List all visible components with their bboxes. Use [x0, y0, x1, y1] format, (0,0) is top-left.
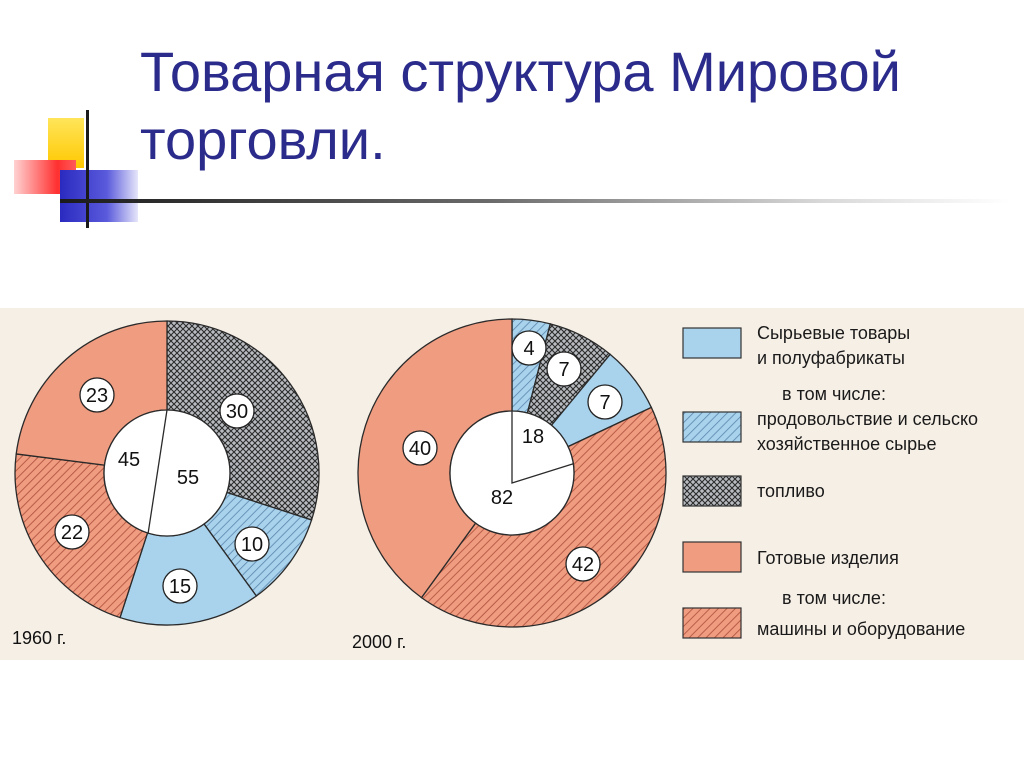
legend-fuel: топливо [757, 481, 825, 501]
inner-label-manufactured: 82 [491, 487, 513, 509]
donut-2000: 4 7 7 42 40 18 82 [357, 318, 667, 628]
year-label-1960: 1960 г. [12, 628, 66, 648]
legend-food-line2: хозяйственное сырье [757, 434, 937, 454]
deco-vertical-line [86, 110, 89, 228]
trade-structure-figure: 30 10 15 22 23 45 55 4 7 7 42 40 18 82 1960 г. 2000 … [12, 318, 978, 652]
donut-center [103, 409, 231, 537]
value-label-manufactured_other: 23 [86, 385, 108, 407]
value-label-food: 4 [523, 338, 534, 360]
legend-raw-line2: и полуфабрикаты [757, 348, 905, 368]
value-badge-raw_other [162, 568, 198, 604]
value-label-raw_other: 15 [169, 576, 191, 598]
value-badge-machinery [565, 546, 601, 582]
legend-food-line1: продовольствие и сельско [757, 409, 978, 429]
deco-yellow-square [48, 118, 84, 168]
value-label-manufactured_other: 40 [409, 438, 431, 460]
value-badge-food [511, 330, 547, 366]
value-label-fuel: 7 [558, 359, 569, 381]
value-label-machinery: 22 [61, 522, 83, 544]
value-label-raw_other: 7 [599, 392, 610, 414]
legend-swatch-food [682, 411, 742, 443]
value-label-food: 10 [241, 534, 263, 556]
value-badge-manufactured_other [402, 430, 438, 466]
value-label-machinery: 42 [572, 554, 594, 576]
value-badge-fuel [219, 393, 255, 429]
deco-blue-square [60, 170, 138, 222]
legend: Сырьевые товары и полуфабрикаты в том чи… [682, 323, 978, 639]
value-badge-machinery [54, 514, 90, 550]
year-label-2000: 2000 г. [352, 632, 406, 652]
inner-label-manufactured: 45 [118, 449, 140, 471]
value-badge-fuel [546, 351, 582, 387]
legend-swatch-raw [682, 327, 742, 359]
legend-swatch-manufactured [682, 541, 742, 573]
legend-raw-subhead: в том числе: [782, 384, 886, 404]
value-badge-manufactured_other [79, 377, 115, 413]
value-badge-raw_other [587, 384, 623, 420]
legend-swatch-machinery [682, 607, 742, 639]
legend-raw-line1: Сырьевые товары [757, 323, 910, 343]
inner-label-raw: 55 [177, 467, 199, 489]
legend-machinery: машины и оборудование [757, 619, 965, 639]
title-divider [60, 199, 1010, 203]
legend-manufactured: Готовые изделия [757, 548, 899, 568]
value-badge-food [234, 526, 270, 562]
legend-swatch-fuel [682, 475, 742, 507]
inner-divider [147, 409, 168, 535]
slide-title: Товарная структура Мировой торговли. [140, 40, 901, 171]
value-label-fuel: 30 [226, 401, 248, 423]
inner-divider [511, 411, 574, 484]
legend-manufactured-subhead: в том числе: [782, 588, 886, 608]
inner-label-raw: 18 [522, 426, 544, 448]
donut-1960: 30 10 15 22 23 45 55 [14, 320, 320, 626]
